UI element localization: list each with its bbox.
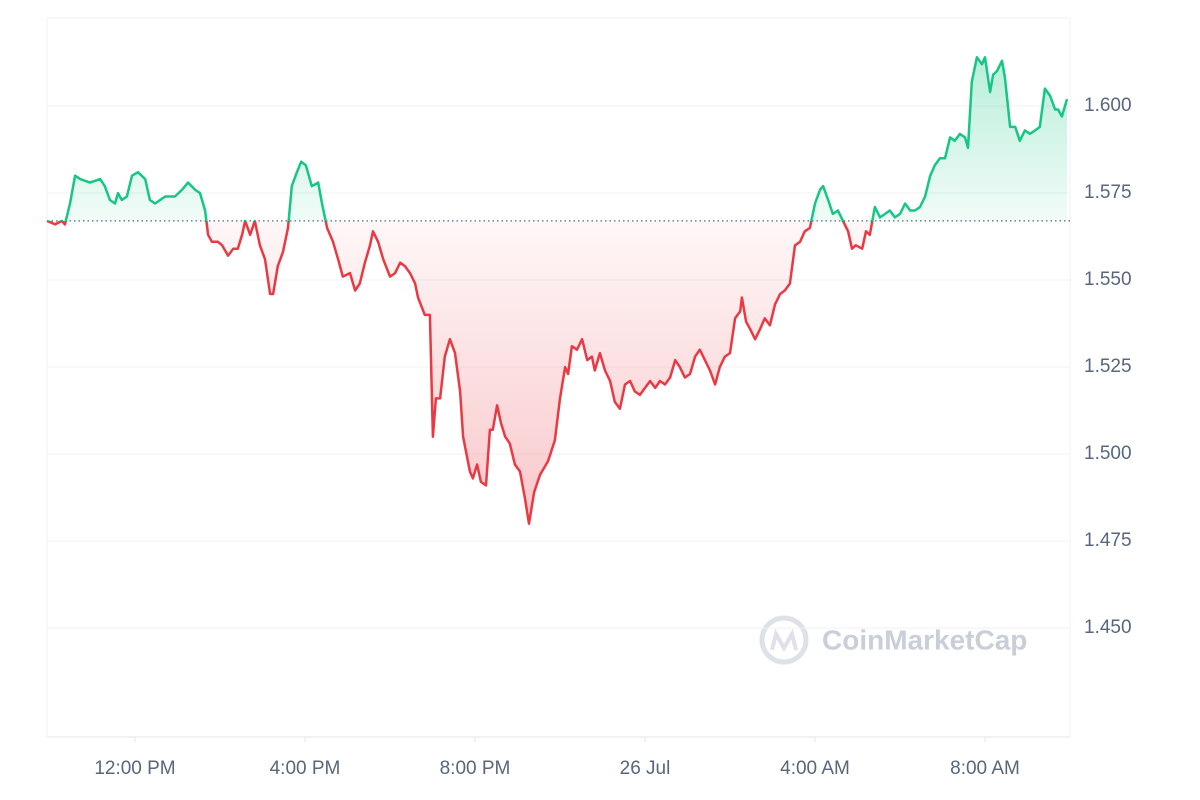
y-tick-label: 1.550 — [1084, 269, 1132, 290]
x-tick-label: 4:00 PM — [270, 758, 341, 779]
x-tick-label: 26 Jul — [620, 758, 671, 779]
x-tick-label: 12:00 PM — [94, 758, 175, 779]
x-tick-label: 8:00 AM — [950, 758, 1020, 779]
y-tick-label: 1.525 — [1084, 356, 1132, 377]
x-tick-label: 4:00 AM — [780, 758, 850, 779]
area-fill — [47, 57, 1068, 524]
y-tick-label: 1.500 — [1084, 443, 1132, 464]
watermark-logo — [759, 615, 809, 665]
x-tick-label: 8:00 PM — [440, 758, 511, 779]
price-line — [46, 56, 1069, 525]
watermark: CoinMarketCap — [822, 624, 1027, 655]
y-tick-label: 1.600 — [1084, 95, 1132, 116]
y-tick-label: 1.475 — [1084, 530, 1132, 551]
y-tick-label: 1.450 — [1084, 617, 1132, 638]
y-tick-label: 1.575 — [1084, 182, 1132, 203]
